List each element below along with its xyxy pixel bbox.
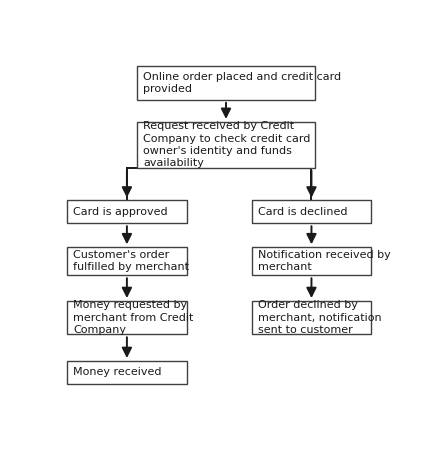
Text: Money received: Money received <box>73 367 162 377</box>
Text: Money requested by
merchant from Credit
Company: Money requested by merchant from Credit … <box>73 300 194 335</box>
Text: Online order placed and credit card
provided: Online order placed and credit card prov… <box>143 72 341 94</box>
FancyBboxPatch shape <box>252 247 371 275</box>
FancyBboxPatch shape <box>67 301 187 334</box>
Text: Request received by Credit
Company to check credit card
owner's identity and fun: Request received by Credit Company to ch… <box>143 121 310 169</box>
Text: Order declined by
merchant, notification
sent to customer: Order declined by merchant, notification… <box>258 300 381 335</box>
Text: Customer's order
fulfilled by merchant: Customer's order fulfilled by merchant <box>73 250 189 273</box>
FancyBboxPatch shape <box>67 201 187 224</box>
FancyBboxPatch shape <box>67 361 187 384</box>
FancyBboxPatch shape <box>137 122 315 168</box>
FancyBboxPatch shape <box>67 247 187 275</box>
Text: Card is approved: Card is approved <box>73 207 168 217</box>
FancyBboxPatch shape <box>252 201 371 224</box>
Text: Notification received by
merchant: Notification received by merchant <box>258 250 391 273</box>
Text: Card is declined: Card is declined <box>258 207 348 217</box>
FancyBboxPatch shape <box>252 301 371 334</box>
FancyBboxPatch shape <box>137 66 315 100</box>
